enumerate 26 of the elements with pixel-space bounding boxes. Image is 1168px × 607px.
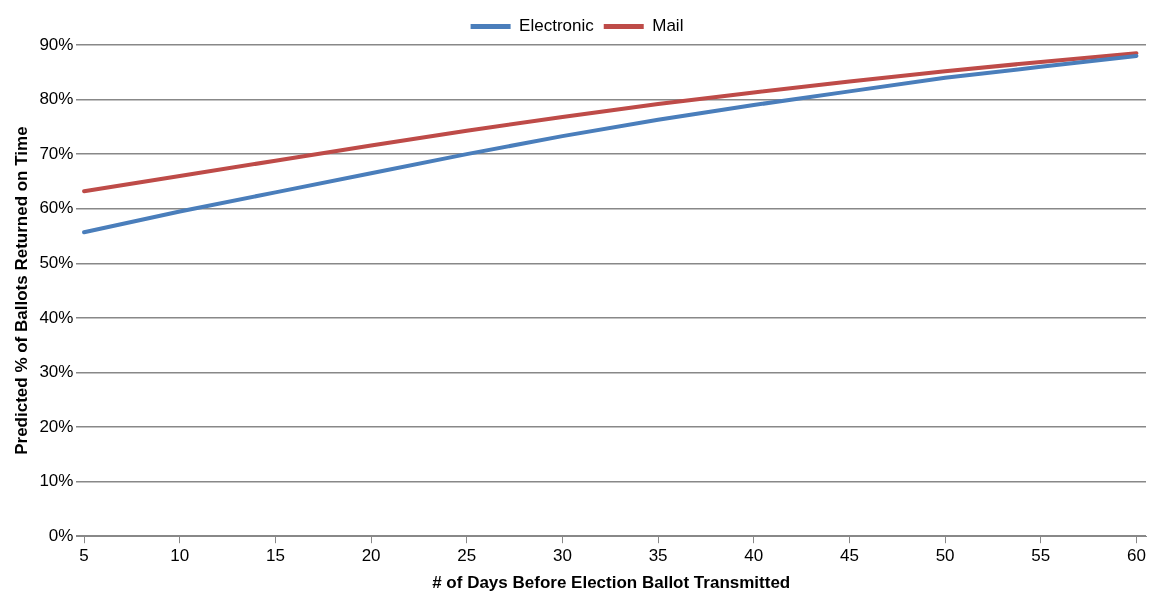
legend-label: Electronic [519, 16, 595, 36]
y-tick-label: 30% [39, 362, 74, 382]
y-tick-label: 50% [39, 253, 74, 272]
x-tick-label: 35 [648, 546, 668, 566]
y-tick-label: 40% [39, 307, 74, 327]
x-tick-label: 20 [361, 546, 381, 566]
y-tick-label: 70% [39, 143, 74, 163]
y-tick-label: 60% [39, 198, 74, 218]
x-tick-label: 30 [552, 546, 572, 566]
x-tick-label: 50 [935, 546, 955, 566]
x-tick-label: 25 [457, 546, 477, 566]
x-tick-label: 15 [265, 546, 285, 566]
x-tick-label: 40 [744, 546, 764, 566]
y-tick-label: 90% [39, 34, 74, 54]
y-tick-label: 20% [39, 416, 74, 436]
x-axis-title: # of Days Before Election Ballot Transmitted [432, 573, 791, 593]
y-tick-label: 80% [39, 89, 74, 109]
y-tick-label: 10% [39, 471, 74, 491]
x-tick-label: 5 [79, 546, 89, 566]
x-tick-label: 10 [170, 546, 190, 566]
x-tick-label: 60 [1126, 546, 1146, 566]
y-tick-label: 0% [48, 525, 74, 545]
legend-label: Mail [652, 16, 684, 36]
y-axis-title: Predicted % of Ballots Returned on Time [11, 126, 31, 455]
x-tick-label: 45 [839, 546, 859, 566]
x-tick-label: 55 [1031, 546, 1051, 566]
